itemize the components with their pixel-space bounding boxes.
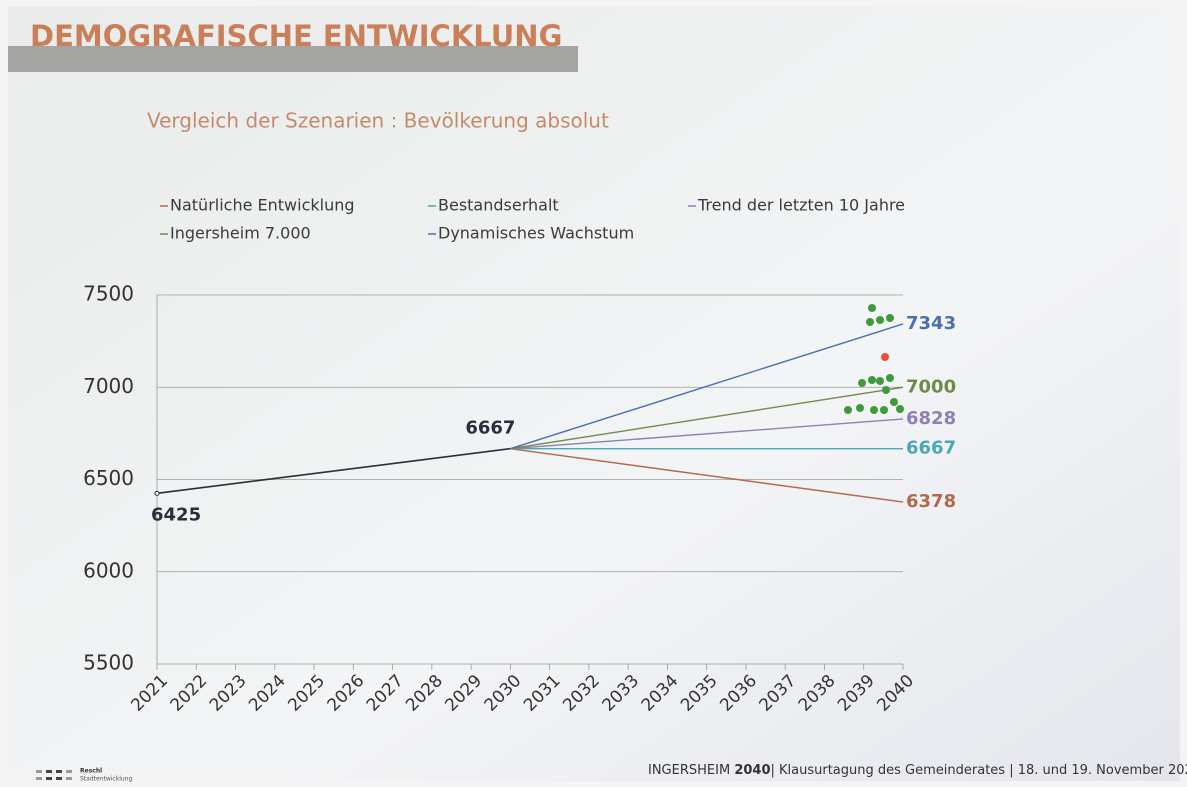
sticker-dots bbox=[844, 304, 904, 414]
y-tick-label: 6500 bbox=[83, 466, 134, 490]
background bbox=[8, 6, 1180, 781]
scenario-line bbox=[510, 386, 904, 450]
history-point bbox=[154, 490, 160, 496]
scenario-line bbox=[510, 323, 904, 450]
logo-text: Stadtentwicklung bbox=[80, 776, 132, 783]
end-label: 7000 bbox=[906, 376, 956, 397]
data-label: 6425 bbox=[151, 504, 201, 525]
footer-text: INGERSHEIM bbox=[648, 763, 734, 778]
header-band bbox=[8, 46, 578, 72]
footer-text: | Klausurtagung des Gemeinderates | 18. … bbox=[771, 763, 1187, 778]
footer: INGERSHEIM 2040| Klausurtagung des Gemei… bbox=[648, 763, 1187, 778]
end-label: 6667 bbox=[906, 438, 956, 459]
legend-label: Dynamisches Wachstum bbox=[438, 224, 634, 243]
logo: Reschl Stadtentwicklung bbox=[36, 768, 132, 783]
legend-label: Natürliche Entwicklung bbox=[170, 196, 355, 215]
history-line bbox=[156, 447, 511, 495]
end-label: 6828 bbox=[906, 408, 956, 429]
legend-label: Trend der letzten 10 Jahre bbox=[697, 196, 905, 215]
end-label: 6378 bbox=[906, 491, 956, 512]
y-tick-label: 6000 bbox=[83, 558, 134, 582]
y-tick-label: 7000 bbox=[83, 374, 134, 398]
logo-text: Reschl bbox=[80, 768, 102, 775]
y-tick-label: 7500 bbox=[83, 282, 134, 306]
end-label: 7343 bbox=[906, 313, 956, 334]
data-label: 6667 bbox=[465, 418, 515, 439]
legend-label: Ingersheim 7.000 bbox=[170, 224, 311, 243]
y-tick-label: 5500 bbox=[83, 651, 134, 675]
scenario-line bbox=[510, 418, 904, 450]
legend-label: Bestandserhalt bbox=[438, 196, 559, 215]
footer-bold: 2040 bbox=[734, 763, 770, 778]
header-title: DEMOGRAFISCHE ENTWICKLUNG bbox=[30, 19, 562, 53]
chart-title: Vergleich der Szenarien : Bevölkerung ab… bbox=[147, 109, 609, 133]
scenario-line bbox=[510, 447, 904, 503]
